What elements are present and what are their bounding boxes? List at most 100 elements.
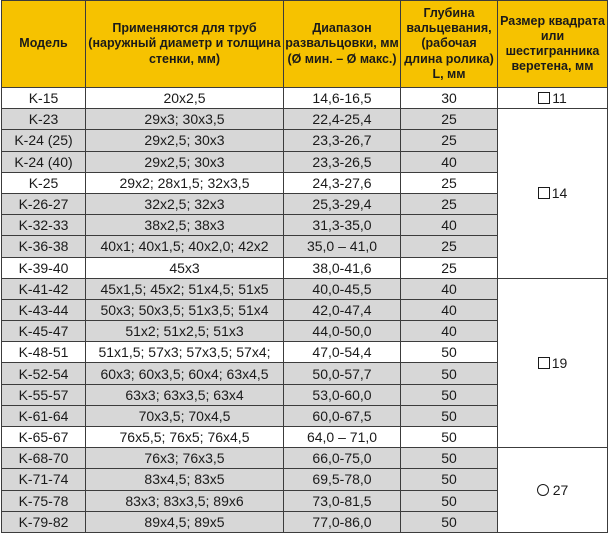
cell-model: K-65-67 [1, 425, 86, 449]
cell-tubes: 29x2,5; 30x3 [85, 129, 284, 152]
circle-icon [536, 484, 549, 497]
cell-model: K-55-57 [1, 383, 86, 406]
cell-range: 60,0-67,5 [283, 404, 401, 428]
cell-tubes: 76x3; 76x3,5 [85, 447, 284, 470]
cell-model: K-15 [1, 86, 86, 110]
cell-tubes: 45x3 [85, 256, 284, 279]
table-row: K-45-47 51x2; 51x2,5; 51x3 44,0-50,0 40 [1, 320, 608, 343]
cell-range: 23,3-26,7 [283, 129, 401, 152]
table-row: K-65-67 76x5,5; 76x5; 76x4,5 64,0 – 71,0 50 [1, 425, 608, 449]
cell-depth: 40 [400, 277, 498, 300]
cell-model: K-24 (25) [1, 129, 86, 152]
table-row: K-75-78 83x3; 83x3,5; 89x6 73,0-81,5 50 [1, 489, 608, 512]
cell-depth: 25 [400, 192, 498, 216]
cell-tubes: 29x2,5; 30x3 [85, 150, 284, 173]
cell-size: 11 [497, 86, 608, 110]
table-row: K-43-44 50x3; 50x3,5; 51x3,5; 51x4 42,0-47… [1, 298, 608, 322]
cell-range: 44,0-50,0 [283, 320, 401, 343]
cell-size: 19 [497, 277, 608, 449]
cell-depth: 40 [400, 320, 498, 343]
cell-model: K-23 [1, 108, 86, 131]
cell-tubes: 29x3; 30x3,5 [85, 108, 284, 131]
cell-tubes: 83x4,5; 83x5 [85, 468, 284, 491]
cell-tubes: 51x2; 51x2,5; 51x3 [85, 320, 284, 343]
cell-size: 27 [497, 447, 608, 533]
cell-size: 14 [497, 108, 608, 279]
cell-depth: 50 [400, 362, 498, 385]
cell-range: 47,0-54,4 [283, 341, 401, 364]
table-row: K-15 20x2,5 14,6-16,5 30 11 [1, 86, 608, 110]
table-row: K-52-54 60x3; 60x3,5; 60x4; 63x4,5 50,0-57… [1, 362, 608, 385]
cell-tubes: 38x2,5; 38x3 [85, 214, 284, 237]
size-label: 19 [551, 354, 568, 371]
cell-tubes: 70x3,5; 70x4,5 [85, 404, 284, 428]
cell-range: 66,0-75,0 [283, 447, 401, 470]
table-row: K-36-38 40x1; 40x1,5; 40x2,0; 42x2 35,0 – … [1, 235, 608, 258]
cell-tubes: 83x3; 83x3,5; 89x6 [85, 489, 284, 512]
cell-range: 24,3-27,6 [283, 171, 401, 194]
header-depth: Глубина вальцевания, (рабочая длина роли… [400, 0, 498, 88]
cell-model: K-79-82 [1, 510, 86, 533]
cell-model: K-48-51 [1, 341, 86, 364]
cell-range: 50,0-57,7 [283, 362, 401, 385]
cell-depth: 25 [400, 108, 498, 131]
cell-model: K-71-74 [1, 468, 86, 491]
square-icon [538, 92, 551, 105]
table-row: K-24 (25) 29x2,5; 30x3 23,3-26,7 25 [1, 129, 608, 152]
cell-model: K-32-33 [1, 214, 86, 237]
cell-depth: 50 [400, 489, 498, 512]
cell-depth: 25 [400, 256, 498, 279]
cell-depth: 50 [400, 425, 498, 449]
square-icon [537, 187, 550, 200]
cell-depth: 50 [400, 404, 498, 428]
table-row: K-48-51 51x1,5; 57x3; 57x3,5; 57x4; 47,0-5… [1, 341, 608, 364]
table-row: K-61-64 70x3,5; 70x4,5 60,0-67,5 50 [1, 404, 608, 428]
cell-range: 64,0 – 71,0 [283, 425, 401, 449]
table-row: K-68-70 76x3; 76x3,5 66,0-75,0 50 27 [1, 447, 608, 533]
table-row: K-39-40 45x3 38,0-41,6 25 [1, 256, 608, 279]
cell-model: K-52-54 [1, 362, 86, 385]
cell-depth: 50 [400, 341, 498, 364]
cell-model: K-61-64 [1, 404, 86, 428]
cell-range: 73,0-81,5 [283, 489, 401, 512]
cell-range: 77,0-86,0 [283, 510, 401, 533]
cell-tubes: 20x2,5 [85, 86, 284, 110]
cell-range: 23,3-26,5 [283, 150, 401, 173]
cell-range: 25,3-29,4 [283, 192, 401, 216]
cell-model: K-25 [1, 171, 86, 194]
header-size: Размер квадрата или шестигранника верете… [497, 0, 608, 88]
cell-depth: 40 [400, 298, 498, 322]
cell-range: 42,0-47,4 [283, 298, 401, 322]
cell-depth: 25 [400, 235, 498, 258]
cell-depth: 25 [400, 129, 498, 152]
cell-model: K-36-38 [1, 235, 86, 258]
header-model: Модель [1, 0, 86, 88]
header-range: Диапазон развальцовки, мм (Ø мин. – Ø ма… [283, 0, 401, 88]
cell-range: 22,4-25,4 [283, 108, 401, 131]
cell-depth: 25 [400, 171, 498, 194]
cell-tubes: 76x5,5; 76x5; 76x4,5 [85, 425, 284, 449]
cell-depth: 50 [400, 447, 498, 470]
cell-model: K-45-47 [1, 320, 86, 343]
cell-range: 53,0-60,0 [283, 383, 401, 406]
table-body: K-15 20x2,5 14,6-16,5 30 11 K-23 29x3; 30x3,5 2… [1, 86, 608, 533]
table-row: K-23 29x3; 30x3,5 22,4-25,4 25 14 [1, 108, 608, 279]
tube-expander-spec-table: Модель Применяются для труб (наружный ди… [1, 0, 608, 533]
square-icon [537, 356, 550, 369]
cell-model: K-43-44 [1, 298, 86, 322]
cell-model: K-39-40 [1, 256, 86, 279]
cell-model: K-26-27 [1, 192, 86, 216]
cell-range: 69,5-78,0 [283, 468, 401, 491]
table-row: K-41-42 45x1,5; 45x2; 51x4,5; 51x5 40,0-45… [1, 277, 608, 449]
cell-range: 14,6-16,5 [283, 86, 401, 110]
cell-range: 31,3-35,0 [283, 214, 401, 237]
cell-tubes: 50x3; 50x3,5; 51x3,5; 51x4 [85, 298, 284, 322]
table-row: K-26-27 32x2,5; 32x3 25,3-29,4 25 [1, 192, 608, 216]
cell-model: K-24 (40) [1, 150, 86, 173]
cell-tubes: 29x2; 28x1,5; 32x3,5 [85, 171, 284, 194]
header-row: Модель Применяются для труб (наружный ди… [1, 0, 608, 88]
cell-range: 38,0-41,6 [283, 256, 401, 279]
cell-depth: 40 [400, 150, 498, 173]
cell-depth: 30 [400, 86, 498, 110]
cell-range: 40,0-45,5 [283, 277, 401, 300]
